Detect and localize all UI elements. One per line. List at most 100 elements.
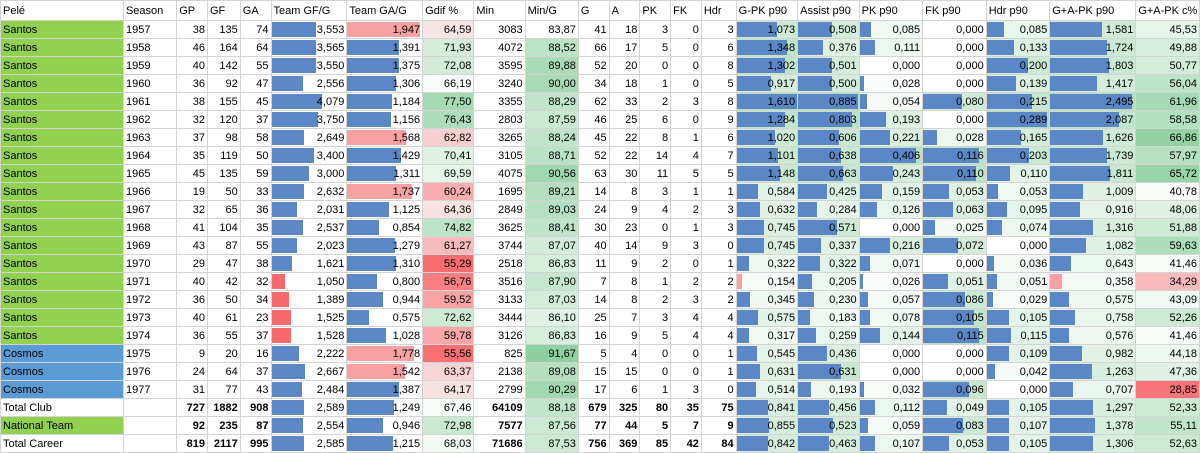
ga-cell[interactable]: 32 [239, 272, 272, 291]
hdr-p90-cell[interactable]: 0,074 [985, 218, 1051, 237]
assist-p90-cell[interactable]: 0,638 [797, 146, 860, 165]
fk-p90-cell[interactable]: 0,083 [922, 416, 987, 435]
team-name-cell[interactable]: Santos [0, 56, 124, 75]
gdif-percent-cell[interactable]: 61,27 [422, 236, 475, 255]
team-gf-per-game-cell[interactable]: 3,000 [270, 164, 348, 183]
team-name-cell[interactable]: Santos [0, 146, 124, 165]
team-gf-per-game-cell[interactable]: 3,565 [270, 38, 348, 57]
hdr-p90-cell[interactable]: 0,036 [985, 254, 1051, 273]
g-a-pk-p90-cell[interactable]: 1,009 [1049, 182, 1137, 201]
minutes-per-game-cell[interactable]: 89,88 [524, 56, 579, 75]
minutes-per-game-cell[interactable]: 91,67 [524, 344, 579, 363]
assist-p90-cell[interactable]: 0,259 [797, 326, 860, 345]
pk-p90-cell[interactable]: 0,026 [858, 272, 924, 291]
minutes-cell[interactable]: 1695 [473, 182, 526, 201]
ga-cell[interactable]: 43 [239, 380, 272, 399]
minutes-per-game-cell[interactable]: 89,21 [524, 182, 579, 201]
minutes-per-game-cell[interactable]: 87,07 [524, 236, 579, 255]
ga-cell[interactable]: 59 [239, 164, 272, 183]
assist-p90-cell[interactable]: 0,508 [797, 20, 860, 39]
column-header[interactable]: Hdr p90 [985, 0, 1051, 21]
fk-p90-cell[interactable]: 0,053 [922, 434, 987, 453]
goals-cell[interactable]: 77 [577, 416, 610, 435]
gdif-percent-cell[interactable]: 68,03 [422, 434, 475, 453]
gdif-percent-cell[interactable]: 70,41 [422, 146, 475, 165]
team-ga-per-game-cell[interactable]: 0,944 [346, 290, 424, 309]
g-pk-p90-cell[interactable]: 0,317 [735, 326, 799, 345]
assist-p90-cell[interactable]: 0,663 [797, 164, 860, 183]
gp-cell[interactable]: 40 [176, 272, 208, 291]
ga-cell[interactable]: 23 [239, 308, 272, 327]
assists-cell[interactable]: 7 [608, 308, 641, 327]
penalties-cell[interactable]: 1 [639, 74, 672, 93]
gp-cell[interactable]: 40 [176, 308, 208, 327]
penalties-cell[interactable]: 2 [639, 254, 672, 273]
column-header[interactable]: Hdr [700, 0, 737, 21]
assists-cell[interactable]: 44 [608, 416, 641, 435]
gf-cell[interactable]: 42 [206, 272, 241, 291]
gf-cell[interactable]: 164 [206, 38, 241, 57]
gf-cell[interactable]: 120 [206, 110, 241, 129]
minutes-per-game-cell[interactable]: 88,24 [524, 128, 579, 147]
gf-cell[interactable]: 119 [206, 146, 241, 165]
g-a-pk-p90-cell[interactable]: 1,263 [1049, 362, 1137, 381]
free-kicks-cell[interactable]: 4 [670, 326, 702, 345]
assist-p90-cell[interactable]: 0,337 [797, 236, 860, 255]
g-a-pk-p90-cell[interactable]: 0,707 [1049, 380, 1137, 399]
goals-cell[interactable]: 14 [577, 182, 610, 201]
g-a-pk-p90-cell[interactable]: 1,724 [1049, 38, 1137, 57]
column-header[interactable]: G-PK p90 [735, 0, 799, 21]
g-a-pk-p90-cell[interactable]: 1,082 [1049, 236, 1137, 255]
headers-cell[interactable]: 4 [700, 308, 737, 327]
fk-p90-cell[interactable]: 0,000 [922, 56, 987, 75]
goals-cell[interactable]: 52 [577, 56, 610, 75]
season-cell[interactable]: 1959 [122, 56, 178, 75]
g-pk-p90-cell[interactable]: 0,154 [735, 272, 799, 291]
team-name-cell[interactable]: Santos [0, 164, 124, 183]
column-header[interactable]: Team GA/G [346, 0, 424, 21]
assist-p90-cell[interactable]: 0,885 [797, 92, 860, 111]
g-a-pk-p90-cell[interactable]: 1,739 [1049, 146, 1137, 165]
fk-p90-cell[interactable]: 0,080 [922, 92, 987, 111]
team-gf-per-game-cell[interactable]: 3,400 [270, 146, 348, 165]
g-a-pk-p90-cell[interactable]: 2,495 [1049, 92, 1137, 111]
gdif-percent-cell[interactable]: 64,36 [422, 200, 475, 219]
g-a-pk-c-percent-cell[interactable]: 57,97 [1135, 146, 1200, 165]
column-header[interactable]: Min/G [524, 0, 579, 21]
assist-p90-cell[interactable]: 0,456 [797, 398, 860, 417]
g-a-pk-c-percent-cell[interactable]: 51,88 [1135, 218, 1200, 237]
assist-p90-cell[interactable]: 0,631 [797, 362, 860, 381]
team-ga-per-game-cell[interactable]: 1,028 [346, 326, 424, 345]
g-a-pk-p90-cell[interactable]: 1,417 [1049, 74, 1137, 93]
gp-cell[interactable]: 9 [176, 344, 208, 363]
assists-cell[interactable]: 25 [608, 110, 641, 129]
g-pk-p90-cell[interactable]: 1,302 [735, 56, 799, 75]
goals-cell[interactable]: 46 [577, 110, 610, 129]
g-a-pk-c-percent-cell[interactable]: 43,09 [1135, 290, 1200, 309]
g-pk-p90-cell[interactable]: 1,073 [735, 20, 799, 39]
penalties-cell[interactable]: 80 [639, 398, 672, 417]
gf-cell[interactable]: 50 [206, 290, 241, 309]
g-a-pk-p90-cell[interactable]: 1,811 [1049, 164, 1137, 183]
g-pk-p90-cell[interactable]: 1,020 [735, 128, 799, 147]
hdr-p90-cell[interactable]: 0,105 [985, 308, 1051, 327]
gdif-percent-cell[interactable]: 56,76 [422, 272, 475, 291]
team-ga-per-game-cell[interactable]: 1,391 [346, 38, 424, 57]
gf-cell[interactable]: 155 [206, 92, 241, 111]
gp-cell[interactable]: 24 [176, 362, 208, 381]
goals-cell[interactable]: 17 [577, 380, 610, 399]
team-gf-per-game-cell[interactable]: 2,484 [270, 380, 348, 399]
season-cell[interactable]: 1958 [122, 38, 178, 57]
season-cell[interactable]: 1974 [122, 326, 178, 345]
ga-cell[interactable]: 908 [239, 398, 272, 417]
headers-cell[interactable]: 5 [700, 164, 737, 183]
team-gf-per-game-cell[interactable]: 3,750 [270, 110, 348, 129]
ga-cell[interactable]: 995 [239, 434, 272, 453]
goals-cell[interactable]: 756 [577, 434, 610, 453]
gdif-percent-cell[interactable]: 74,82 [422, 218, 475, 237]
headers-cell[interactable]: 8 [700, 56, 737, 75]
ga-cell[interactable]: 55 [239, 236, 272, 255]
penalties-cell[interactable]: 0 [639, 56, 672, 75]
g-pk-p90-cell[interactable]: 1,348 [735, 38, 799, 57]
team-gf-per-game-cell[interactable]: 3,553 [270, 20, 348, 39]
